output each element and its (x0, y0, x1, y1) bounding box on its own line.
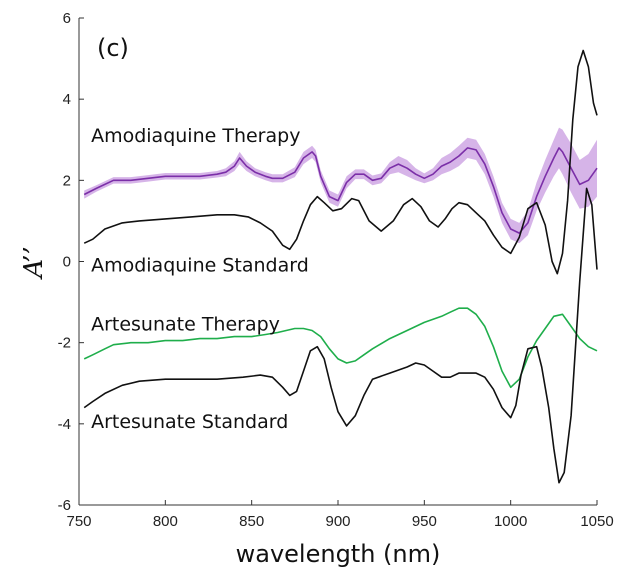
y-tick-label: -6 (58, 497, 71, 514)
artesunate-standard-line (83, 187, 598, 484)
x-axis-label: wavelength (nm) (236, 540, 441, 568)
y-ticks: 6 4 2 0 -2 -4 -6 (58, 10, 84, 514)
y-tick-label: 4 (63, 91, 71, 108)
x-tick-label: 850 (239, 513, 264, 530)
series-annotation: Artesunate Therapy (91, 313, 280, 335)
series-annotation: Amodiaquine Therapy (91, 125, 300, 147)
x-tick-label: 750 (66, 513, 91, 530)
x-tick-label: 950 (412, 513, 437, 530)
confidence-bands (84, 127, 597, 244)
amodiaquine-therapy-line (83, 147, 598, 234)
amodiaquine-therapy-band (84, 127, 597, 244)
y-tick-label: -4 (58, 416, 71, 433)
y-tick-label: 2 (63, 172, 71, 189)
amodiaquine-standard-line (83, 49, 598, 275)
y-tick-label: 6 (63, 10, 71, 27)
x-ticks: 750 800 850 900 950 1000 1050 (66, 500, 614, 530)
x-tick-label: 1050 (580, 513, 613, 530)
artesunate-therapy-line (83, 307, 598, 389)
panel-label: (c) (97, 34, 129, 62)
annotations: Amodiaquine Therapy Amodiaquine Standard A… (91, 125, 309, 433)
x-tick-label: 1000 (494, 513, 527, 530)
y-axis-label: A’’ (19, 246, 49, 279)
series-lines (83, 49, 598, 484)
series-annotation: Artesunate Standard (91, 411, 288, 433)
y-tick-label: -2 (58, 335, 71, 352)
series-annotation: Amodiaquine Standard (91, 255, 309, 277)
x-tick-label: 900 (325, 513, 350, 530)
y-tick-label: 0 (63, 254, 71, 271)
x-tick-label: 800 (153, 513, 178, 530)
